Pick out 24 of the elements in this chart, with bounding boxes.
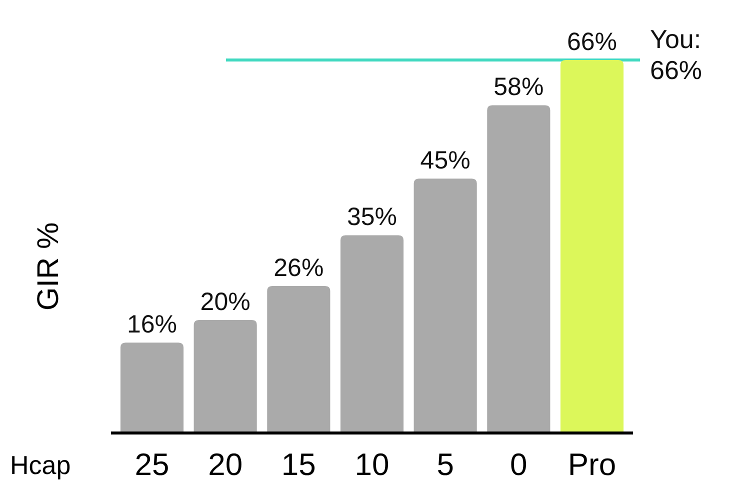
x-tick-label: Pro [568,447,616,482]
bar [267,286,330,433]
x-tick-label: 10 [354,447,390,482]
data-label: 58% [494,73,544,102]
x-tick-label: 5 [436,447,454,482]
x-tick-label: 15 [281,447,316,482]
bar [120,342,184,433]
bar [340,235,404,433]
bar [194,320,257,433]
data-label: 26% [274,254,324,282]
x-tick-label: 25 [134,447,170,482]
bar [560,60,624,433]
ref-line-label: You: 66% [650,24,702,85]
data-label: 20% [200,288,250,316]
x-axis-title: Hcap [10,450,71,480]
y-axis-title: GIR % [32,222,65,311]
bar [414,178,477,433]
data-label: 16% [126,310,178,339]
data-label: 45% [420,146,470,175]
x-tick-label: 20 [208,447,243,482]
bar [487,105,550,433]
x-tick-label: 0 [510,447,528,482]
data-label: 66% [566,28,618,56]
data-label: 35% [346,203,398,232]
